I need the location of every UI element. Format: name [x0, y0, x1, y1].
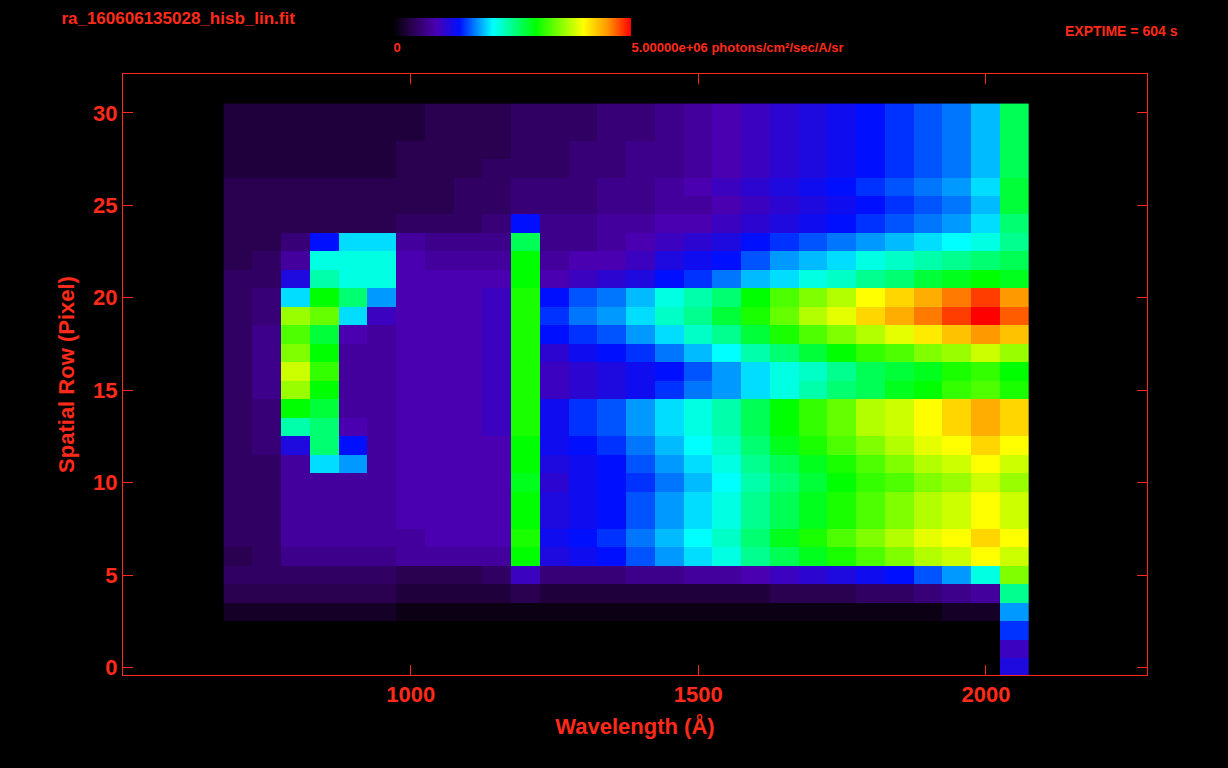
svg-text:0: 0 [394, 40, 401, 55]
svg-text:15: 15 [93, 378, 117, 403]
svg-text:2000: 2000 [961, 682, 1010, 707]
svg-text:5: 5 [105, 563, 117, 588]
svg-text:10: 10 [93, 470, 117, 495]
svg-text:EXPTIME = 604 s: EXPTIME = 604 s [1065, 23, 1178, 39]
svg-text:1000: 1000 [386, 682, 435, 707]
svg-text:ra_160606135028_hisb_lin.fit: ra_160606135028_hisb_lin.fit [61, 9, 295, 28]
svg-text:25: 25 [93, 193, 117, 218]
svg-text:Spatial Row (Pixel): Spatial Row (Pixel) [54, 276, 79, 473]
svg-text:1500: 1500 [674, 682, 723, 707]
svg-text:30: 30 [93, 101, 117, 126]
svg-text:20: 20 [93, 285, 117, 310]
svg-text:5.00000e+06 photons/cm²/sec/A/: 5.00000e+06 photons/cm²/sec/A/sr [632, 40, 844, 55]
svg-text:Wavelength (Å): Wavelength (Å) [555, 713, 714, 739]
svg-text:0: 0 [105, 655, 117, 680]
